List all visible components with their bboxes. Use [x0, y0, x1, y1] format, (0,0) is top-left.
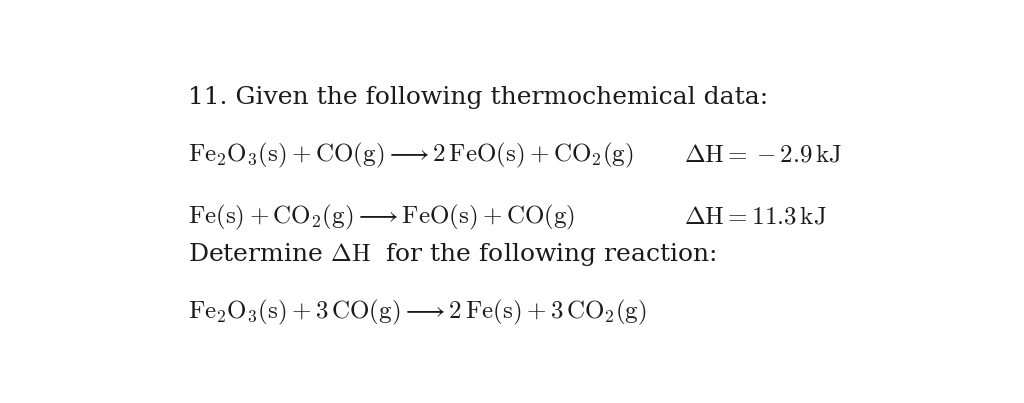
- Text: $\mathrm{Fe(s) + CO_2(g) \longrightarrow FeO(s) + CO(g)}$: $\mathrm{Fe(s) + CO_2(g) \longrightarrow…: [187, 203, 574, 232]
- Text: $\mathrm{\Delta H = 11.3\,kJ}$: $\mathrm{\Delta H = 11.3\,kJ}$: [684, 206, 826, 229]
- Text: $\mathrm{Fe_2O_3(s) + CO(g) \longrightarrow 2\,FeO(s) + CO_2(g)}$: $\mathrm{Fe_2O_3(s) + CO(g) \longrightar…: [187, 141, 633, 170]
- Text: $\mathrm{Fe_2O_3(s) + 3\,CO(g) \longrightarrow 2\,Fe(s) + 3\,CO_2(g)}$: $\mathrm{Fe_2O_3(s) + 3\,CO(g) \longrigh…: [187, 297, 646, 327]
- Text: Determine $\mathrm{\Delta H}$  for the following reaction:: Determine $\mathrm{\Delta H}$ for the fo…: [187, 241, 716, 268]
- Text: $\mathrm{\Delta H = -2.9\,kJ}$: $\mathrm{\Delta H = -2.9\,kJ}$: [684, 144, 842, 167]
- Text: 11. Given the following thermochemical data:: 11. Given the following thermochemical d…: [187, 85, 768, 108]
